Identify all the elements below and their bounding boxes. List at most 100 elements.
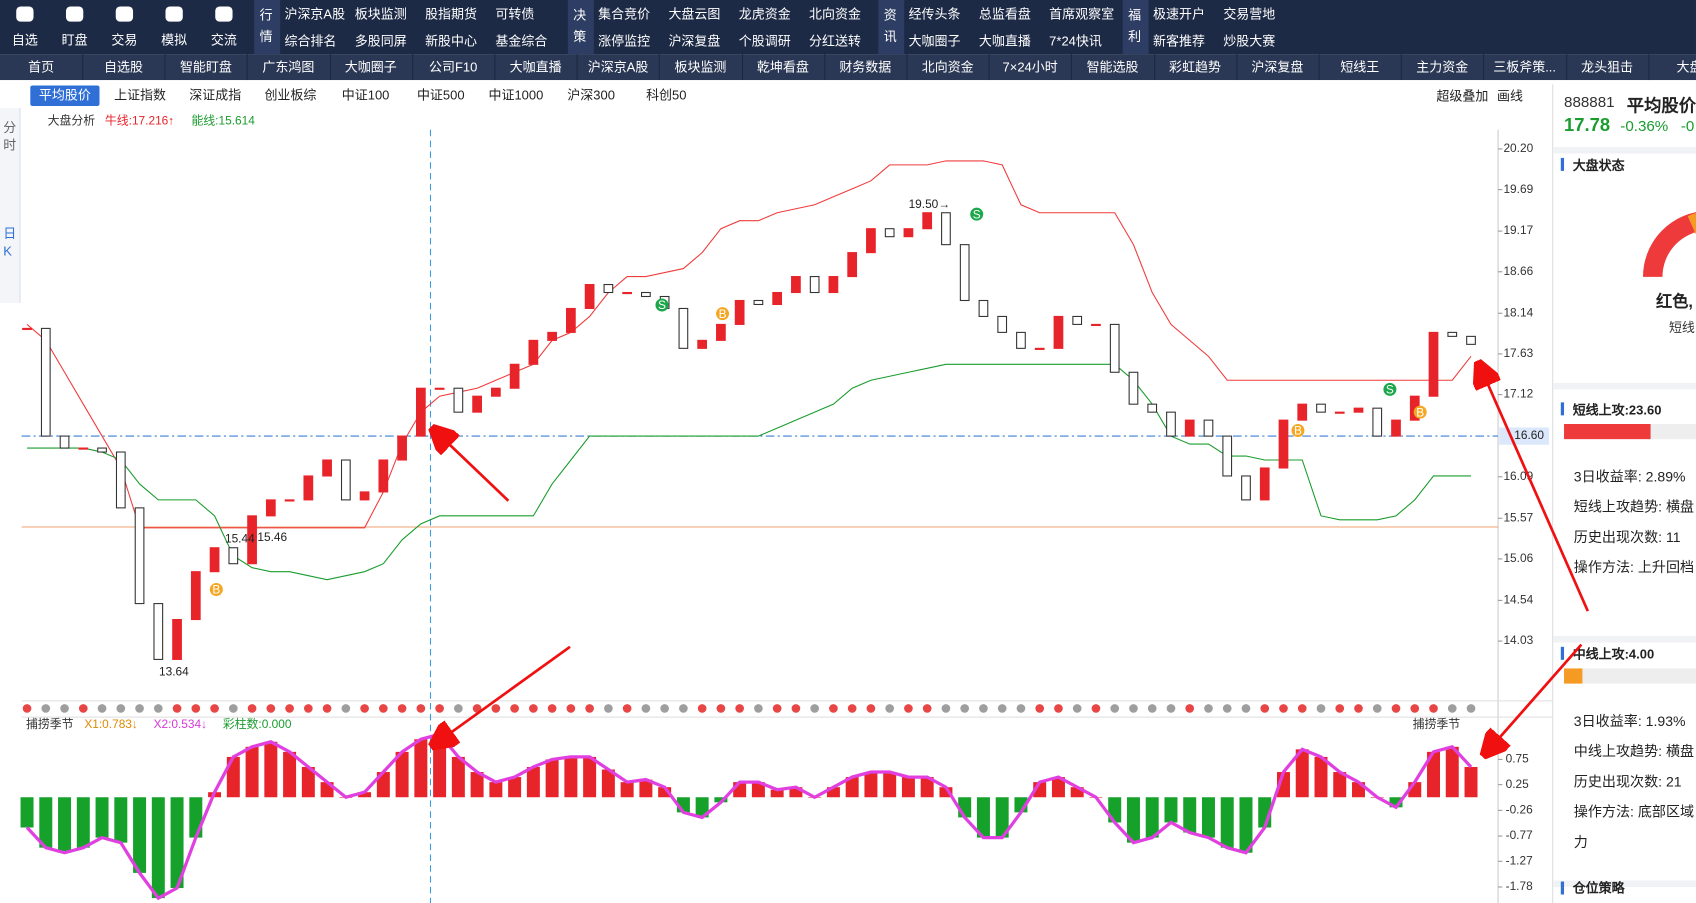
nav-link[interactable]: 集合竞价 [598,6,651,22]
index-tab[interactable]: 上证指数 [114,87,167,103]
nav-link[interactable]: 涨停监控 [598,33,651,49]
osc-bar [1220,797,1234,848]
nav-link[interactable]: 基金综合 [495,33,548,49]
nav-button[interactable]: 盯盘 [61,32,88,48]
nav-link[interactable]: 北向资金 [809,6,861,22]
nav-button[interactable]: 模拟 [161,32,188,48]
tab[interactable]: 智能盯盘 [165,54,249,81]
nav-button[interactable]: 交流 [210,32,237,48]
nav-link[interactable]: 大盘云图 [668,6,721,22]
season-dot [697,704,707,713]
osc-bar [995,797,1009,838]
osc-bar [751,782,765,798]
candle [22,327,32,331]
nav-link[interactable]: 可转债 [495,6,535,22]
nav-link[interactable]: 7*24快讯 [1049,33,1102,49]
index-tab[interactable]: 中证500 [416,87,465,103]
season-dot [604,704,613,713]
nav-link[interactable]: 龙虎资金 [738,6,791,22]
candle [359,491,370,501]
index-tab[interactable]: 中证1000 [488,87,544,103]
season-dot [1035,704,1045,713]
tab[interactable]: 财务数据 [824,54,908,81]
nav-link[interactable]: 股指期货 [425,6,478,22]
y-tick-label: 0.75 [1506,752,1530,766]
side-tab[interactable]: 分时 [3,120,17,153]
tab[interactable]: 广东鸿图 [247,54,331,81]
osc-bar [1070,787,1084,798]
y-tick-label: 16.09 [1503,469,1533,483]
tab[interactable]: 短线王 [1319,54,1402,81]
nav-link[interactable]: 经传头条 [908,6,961,22]
season-dot [1466,704,1476,713]
tab[interactable]: 乾坤看盘 [742,54,826,81]
nav-link[interactable]: 大咖直播 [978,33,1031,49]
tab[interactable]: 板块监测 [659,54,743,81]
y-tick-label: 17.12 [1503,387,1533,401]
nav-link[interactable]: 新客推荐 [1153,33,1205,49]
tab[interactable]: 大咖圈子 [330,54,413,81]
tab[interactable]: 北向资金 [907,54,990,81]
nav-link[interactable]: 沪深京A股 [284,6,346,22]
nav-link[interactable]: 个股调研 [738,33,791,49]
index-tab[interactable]: 沪深300 [567,87,615,103]
nav-button[interactable]: 自选 [11,32,38,48]
nav-button[interactable]: 交易 [111,32,138,48]
nav-link[interactable]: 大咖圈子 [908,33,961,49]
side-tab[interactable]: 日K [3,226,17,259]
tab[interactable]: 公司F10 [412,54,496,81]
tab[interactable]: 主力资金 [1401,54,1485,81]
osc-bar [901,777,915,798]
season-dot [997,704,1007,713]
tab[interactable]: 大盘 [1648,54,1696,80]
nav-link[interactable]: 总监看盘 [978,6,1031,22]
index-tab[interactable]: 平均股价 [30,85,100,106]
osc-title: 捕捞季节 [26,717,74,731]
tab[interactable]: 智能选股 [1071,54,1155,81]
candle [1166,411,1176,437]
nav-link[interactable]: 首席观察室 [1049,6,1115,22]
season-dot [1185,704,1195,713]
y-tick-label: 18.14 [1503,305,1533,319]
tab[interactable]: 龙头狙击 [1566,54,1650,81]
divider [1553,382,1696,390]
nav-link[interactable]: 沪深复盘 [668,33,721,49]
tab[interactable]: 7×24小时 [989,54,1073,81]
nav-link[interactable]: 交易营地 [1223,6,1276,22]
season-dot [210,704,219,713]
nav-link[interactable]: 多股同屏 [354,33,407,49]
tab[interactable]: 沪深复盘 [1236,54,1320,81]
osc-bar [826,787,840,798]
nav-link[interactable]: 分红送转 [809,33,861,49]
index-tab[interactable]: 科创50 [646,87,687,103]
tool-button[interactable]: 超级叠加 [1436,88,1489,104]
nav-icon [65,6,84,22]
tab[interactable]: 大咖直播 [495,54,578,81]
candle [884,228,895,238]
candle [1391,419,1401,437]
osc-bar [639,779,653,798]
annotation: 15.44 [225,532,255,546]
tab[interactable]: 彩虹趋势 [1154,54,1238,81]
osc-bar [939,787,953,798]
tab[interactable]: 三板斧策... [1484,54,1567,81]
season-dot [322,704,332,713]
index-tab[interactable]: 创业板综 [264,87,317,103]
tab[interactable]: 首页 [0,54,84,81]
tool-button[interactable]: 画线 [1496,88,1523,104]
osc-bar [1126,797,1140,843]
nav-link[interactable]: 炒股大赛 [1223,33,1276,49]
index-tab[interactable]: 深证成指 [189,87,242,103]
tab[interactable]: 沪深京A股 [577,54,661,81]
tab[interactable]: 自选股 [82,54,166,81]
osc-bar [1164,797,1178,823]
osc-bar [1445,746,1459,798]
nav-link[interactable]: 新股中心 [425,33,478,49]
signal: S [1386,383,1394,397]
nav-link[interactable]: 板块监测 [354,6,407,22]
candle [1259,467,1270,501]
nav-link[interactable]: 极速开户 [1153,6,1205,22]
section-bar [1560,881,1565,895]
index-tab[interactable]: 中证100 [341,87,390,103]
nav-link[interactable]: 综合排名 [284,33,337,49]
